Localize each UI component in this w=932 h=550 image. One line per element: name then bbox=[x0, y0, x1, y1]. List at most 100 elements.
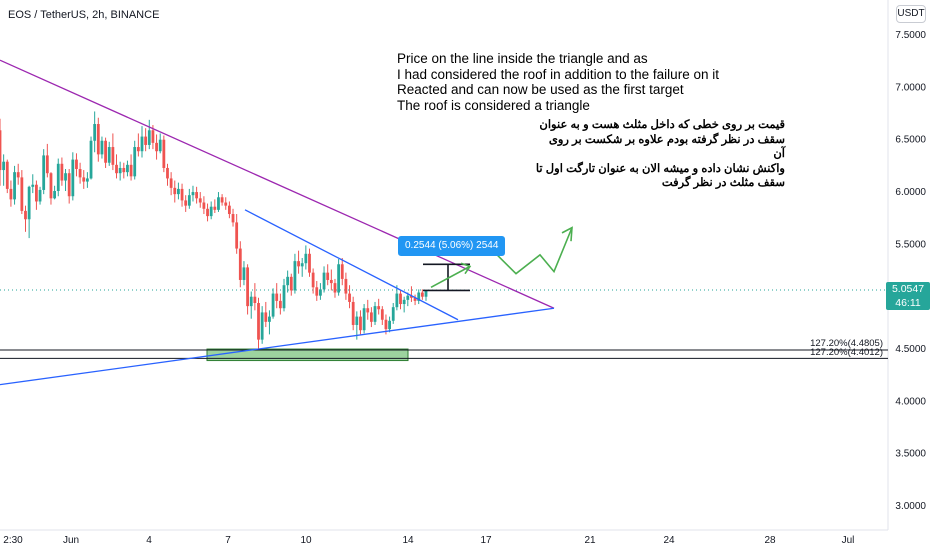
candle-body bbox=[380, 309, 384, 320]
candle-body bbox=[286, 276, 290, 286]
candle-body bbox=[348, 293, 351, 302]
candle-body bbox=[162, 139, 166, 168]
breakout-arrow bbox=[430, 265, 471, 288]
candle-body bbox=[246, 267, 249, 307]
symbol-title[interactable]: EOS / TetherUS, 2h, BINANCE bbox=[8, 9, 160, 21]
candle-body bbox=[100, 140, 104, 155]
x-tick-label: Jun bbox=[63, 535, 79, 546]
candle-body bbox=[191, 192, 195, 196]
candle-body bbox=[96, 124, 100, 155]
candle-body bbox=[319, 289, 322, 296]
annotation-line: The roof is considered a triangle bbox=[397, 97, 590, 113]
candle-body bbox=[402, 299, 406, 305]
fib-level-label: 127.20%(4.4012) bbox=[810, 347, 883, 358]
annotation-english: Price on the line inside the triangle an… bbox=[397, 51, 719, 113]
y-tick-label: 6.5000 bbox=[895, 135, 926, 146]
candle-body bbox=[9, 188, 13, 200]
candle-body bbox=[45, 155, 49, 174]
candle-body bbox=[16, 172, 20, 178]
rising-support-line bbox=[0, 307, 555, 386]
candle-body bbox=[315, 287, 319, 296]
candle-body bbox=[333, 283, 337, 293]
candle-body bbox=[49, 173, 53, 199]
candle-body bbox=[355, 316, 359, 325]
candle-body bbox=[271, 293, 275, 317]
candle-body bbox=[377, 306, 381, 310]
candle-body bbox=[115, 164, 118, 174]
y-tick-label: 7.0000 bbox=[895, 82, 926, 93]
candle-body bbox=[13, 172, 16, 200]
candle-body bbox=[231, 214, 235, 223]
candle-body bbox=[155, 142, 158, 152]
candle-body bbox=[158, 139, 162, 152]
candle-body bbox=[242, 267, 246, 280]
candle-body bbox=[344, 278, 348, 294]
candle-body bbox=[304, 253, 308, 264]
candle-body bbox=[424, 290, 428, 297]
candle-body bbox=[264, 312, 268, 322]
candle-body bbox=[35, 184, 38, 202]
candle-body bbox=[289, 276, 293, 291]
x-tick-label: 14 bbox=[402, 535, 414, 546]
candle-body bbox=[373, 306, 377, 322]
candle-body bbox=[147, 130, 151, 145]
candle-body bbox=[388, 320, 391, 330]
price-axis-panel bbox=[888, 0, 932, 550]
currency-selector[interactable]: USDT bbox=[896, 5, 926, 23]
candle-body bbox=[384, 319, 388, 330]
candle-body bbox=[359, 316, 362, 331]
annotation-line: سقف در نظر گرفته بودم علاوه بر شکست بر ر… bbox=[548, 133, 785, 161]
candle-body bbox=[5, 161, 9, 189]
candle-body bbox=[220, 197, 224, 203]
x-tick-label: 2:30 bbox=[3, 535, 23, 546]
candle-body bbox=[67, 173, 71, 197]
y-tick-label: 5.5000 bbox=[895, 239, 926, 250]
annotation-persian: قیمت بر روی خطی که داخل مثلث هست و به عن… bbox=[535, 118, 785, 191]
annotation-line: قیمت بر روی خطی که داخل مثلث هست و به عن… bbox=[539, 119, 785, 131]
candle-body bbox=[235, 222, 239, 249]
x-tick-label: 10 bbox=[300, 535, 312, 546]
candle-body bbox=[391, 307, 395, 321]
candle-body bbox=[136, 147, 140, 152]
candle-body bbox=[366, 308, 370, 313]
candle-body bbox=[60, 163, 64, 181]
candle-body bbox=[64, 173, 67, 181]
y-tick-label: 4.0000 bbox=[895, 396, 926, 407]
candle-body bbox=[180, 188, 184, 201]
candle-body bbox=[93, 124, 97, 141]
candle-body bbox=[107, 147, 111, 163]
candle-body bbox=[406, 295, 410, 300]
annotation-line: Reacted and can now be used as the first… bbox=[397, 82, 684, 97]
candle-body bbox=[126, 164, 129, 173]
candle-body bbox=[340, 264, 344, 279]
candle-body bbox=[329, 279, 333, 284]
candle-body bbox=[202, 202, 206, 209]
candle-body bbox=[337, 264, 341, 293]
bar-countdown: 46:11 bbox=[895, 297, 921, 309]
support-zone bbox=[206, 348, 409, 362]
candle-body bbox=[198, 198, 202, 203]
annotation-line: I had considered the roof in addition to… bbox=[397, 66, 719, 82]
candle-body bbox=[122, 167, 126, 173]
candle-body bbox=[0, 130, 2, 171]
last-price-tag: 5.0547 46:11 bbox=[886, 282, 930, 310]
candle-body bbox=[71, 159, 75, 197]
y-tick-label: 4.5000 bbox=[895, 344, 926, 355]
annotation-line: سقف مثلث در نظر گرفت bbox=[661, 177, 785, 189]
annotation-line: واکنش نشان داده و میشه الان به عنوان تار… bbox=[535, 162, 785, 175]
candle-body bbox=[224, 202, 228, 206]
candle-body bbox=[399, 293, 402, 305]
candle-body bbox=[417, 292, 421, 301]
x-tick-label: Jul bbox=[842, 535, 855, 546]
candle-body bbox=[326, 272, 330, 280]
candle-body bbox=[169, 178, 173, 188]
candle-body bbox=[82, 177, 86, 182]
candles-group bbox=[0, 111, 428, 350]
candle-body bbox=[118, 167, 122, 174]
y-tick-label: 6.0000 bbox=[895, 187, 926, 198]
measure-label[interactable]: 0.2544 (5.06%) 2544 bbox=[398, 236, 506, 256]
descending-trendline bbox=[244, 209, 459, 321]
candle-body bbox=[253, 296, 257, 303]
target-arrowhead bbox=[561, 226, 573, 242]
